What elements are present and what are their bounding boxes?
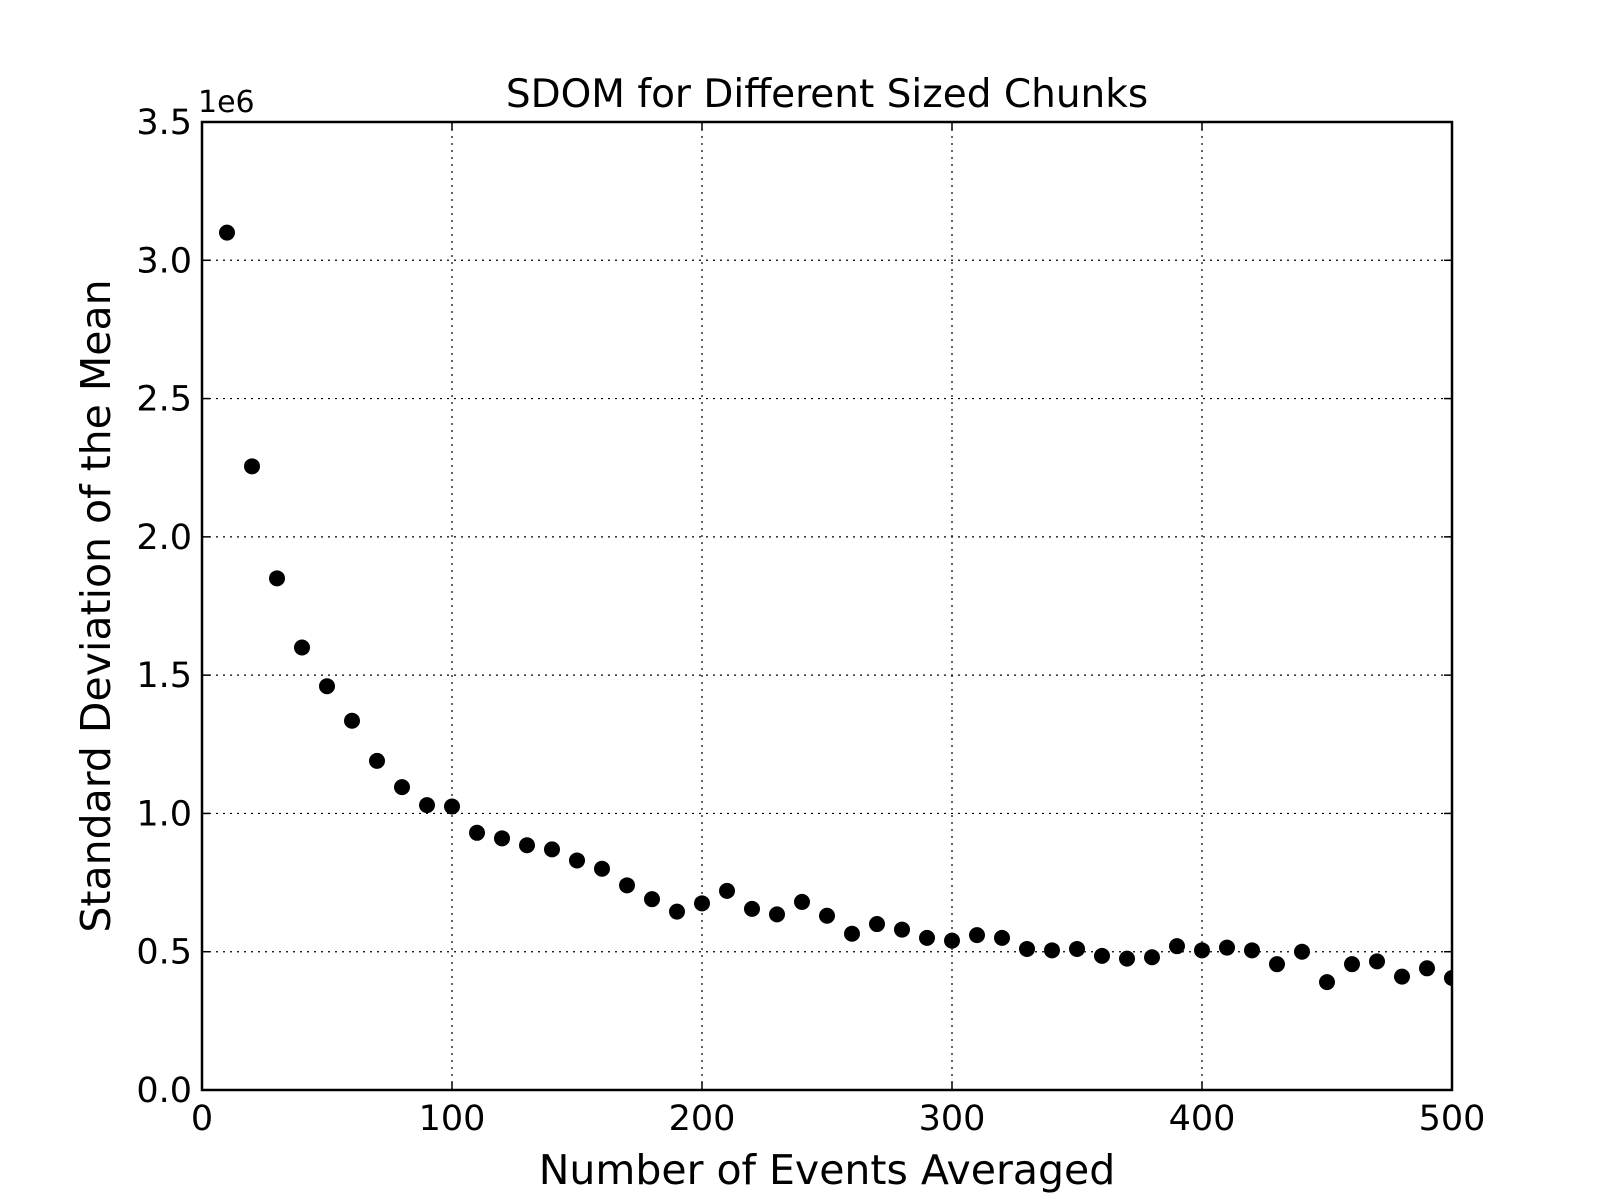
- data-point: [1294, 943, 1310, 960]
- data-point: [1119, 950, 1135, 967]
- data-point: [869, 916, 885, 933]
- data-point: [644, 891, 660, 908]
- data-point: [1369, 953, 1385, 970]
- data-point: [494, 830, 510, 847]
- y-tick-label: 2.0: [136, 518, 192, 558]
- data-point: [1419, 960, 1435, 977]
- data-point: [1244, 942, 1260, 959]
- y-axis-label: Standard Deviation of the Mean: [72, 279, 120, 932]
- data-point: [1219, 939, 1235, 956]
- data-point: [1069, 940, 1085, 957]
- data-point: [344, 712, 360, 729]
- y-tick-label: 2.5: [136, 380, 192, 420]
- data-point: [1319, 974, 1335, 991]
- data-point: [844, 925, 860, 942]
- data-point: [769, 906, 785, 923]
- data-point: [1194, 942, 1210, 959]
- data-points: [219, 224, 1452, 991]
- x-tick-label: 100: [419, 1099, 486, 1139]
- y-axis-offset-label: 1e6: [198, 85, 255, 120]
- y-tick-label: 0.5: [136, 933, 192, 973]
- data-point: [619, 877, 635, 894]
- x-tick-labels: 0 100 200 300 400 500: [191, 1099, 1486, 1139]
- data-point: [369, 752, 385, 769]
- x-tick-label: 0: [191, 1099, 213, 1139]
- data-point: [819, 907, 835, 924]
- y-tick-labels: 0.0 0.5 1.0 1.5 2.0 2.5 3.0 3.5: [136, 103, 192, 1111]
- y-tick-label: 1.5: [136, 656, 192, 696]
- data-point: [794, 893, 810, 910]
- data-point: [519, 837, 535, 854]
- y-tick-label: 1.0: [136, 794, 192, 834]
- data-point: [919, 929, 935, 946]
- plot-frame: [200, 120, 1454, 1092]
- data-point: [1444, 969, 1452, 986]
- data-point: [694, 895, 710, 912]
- data-point: [1094, 947, 1110, 964]
- x-tick-label: 300: [919, 1099, 986, 1139]
- x-tick-label: 200: [669, 1099, 736, 1139]
- data-point: [1144, 949, 1160, 966]
- x-tick-label: 400: [1169, 1099, 1236, 1139]
- data-point: [444, 798, 460, 815]
- data-point: [269, 570, 285, 587]
- y-tick-label: 0.0: [136, 1071, 192, 1111]
- data-point: [394, 779, 410, 796]
- data-point: [594, 860, 610, 877]
- data-point: [219, 224, 235, 241]
- data-point: [244, 458, 260, 475]
- data-point: [1044, 942, 1060, 959]
- data-point: [1394, 968, 1410, 985]
- y-tick-label: 3.0: [136, 241, 192, 281]
- data-point: [469, 824, 485, 841]
- data-point: [969, 927, 985, 944]
- data-point: [544, 841, 560, 858]
- chart-title: SDOM for Different Sized Chunks: [506, 72, 1148, 117]
- data-point: [419, 797, 435, 814]
- axis-ticks: [201, 121, 1453, 1091]
- data-point: [719, 882, 735, 899]
- data-point: [294, 639, 310, 656]
- grid-lines: [202, 122, 1452, 1090]
- data-point: [1169, 938, 1185, 955]
- x-tick-label: 500: [1419, 1099, 1486, 1139]
- data-point: [569, 852, 585, 869]
- data-point: [1019, 940, 1035, 957]
- data-point: [744, 900, 760, 917]
- data-point: [994, 929, 1010, 946]
- x-axis-label: Number of Events Averaged: [539, 1146, 1116, 1194]
- data-point: [319, 678, 335, 695]
- data-point: [1344, 956, 1360, 973]
- data-point: [944, 932, 960, 949]
- data-point: [1269, 956, 1285, 973]
- y-tick-label: 3.5: [136, 103, 192, 143]
- data-point: [669, 903, 685, 920]
- data-point: [894, 921, 910, 938]
